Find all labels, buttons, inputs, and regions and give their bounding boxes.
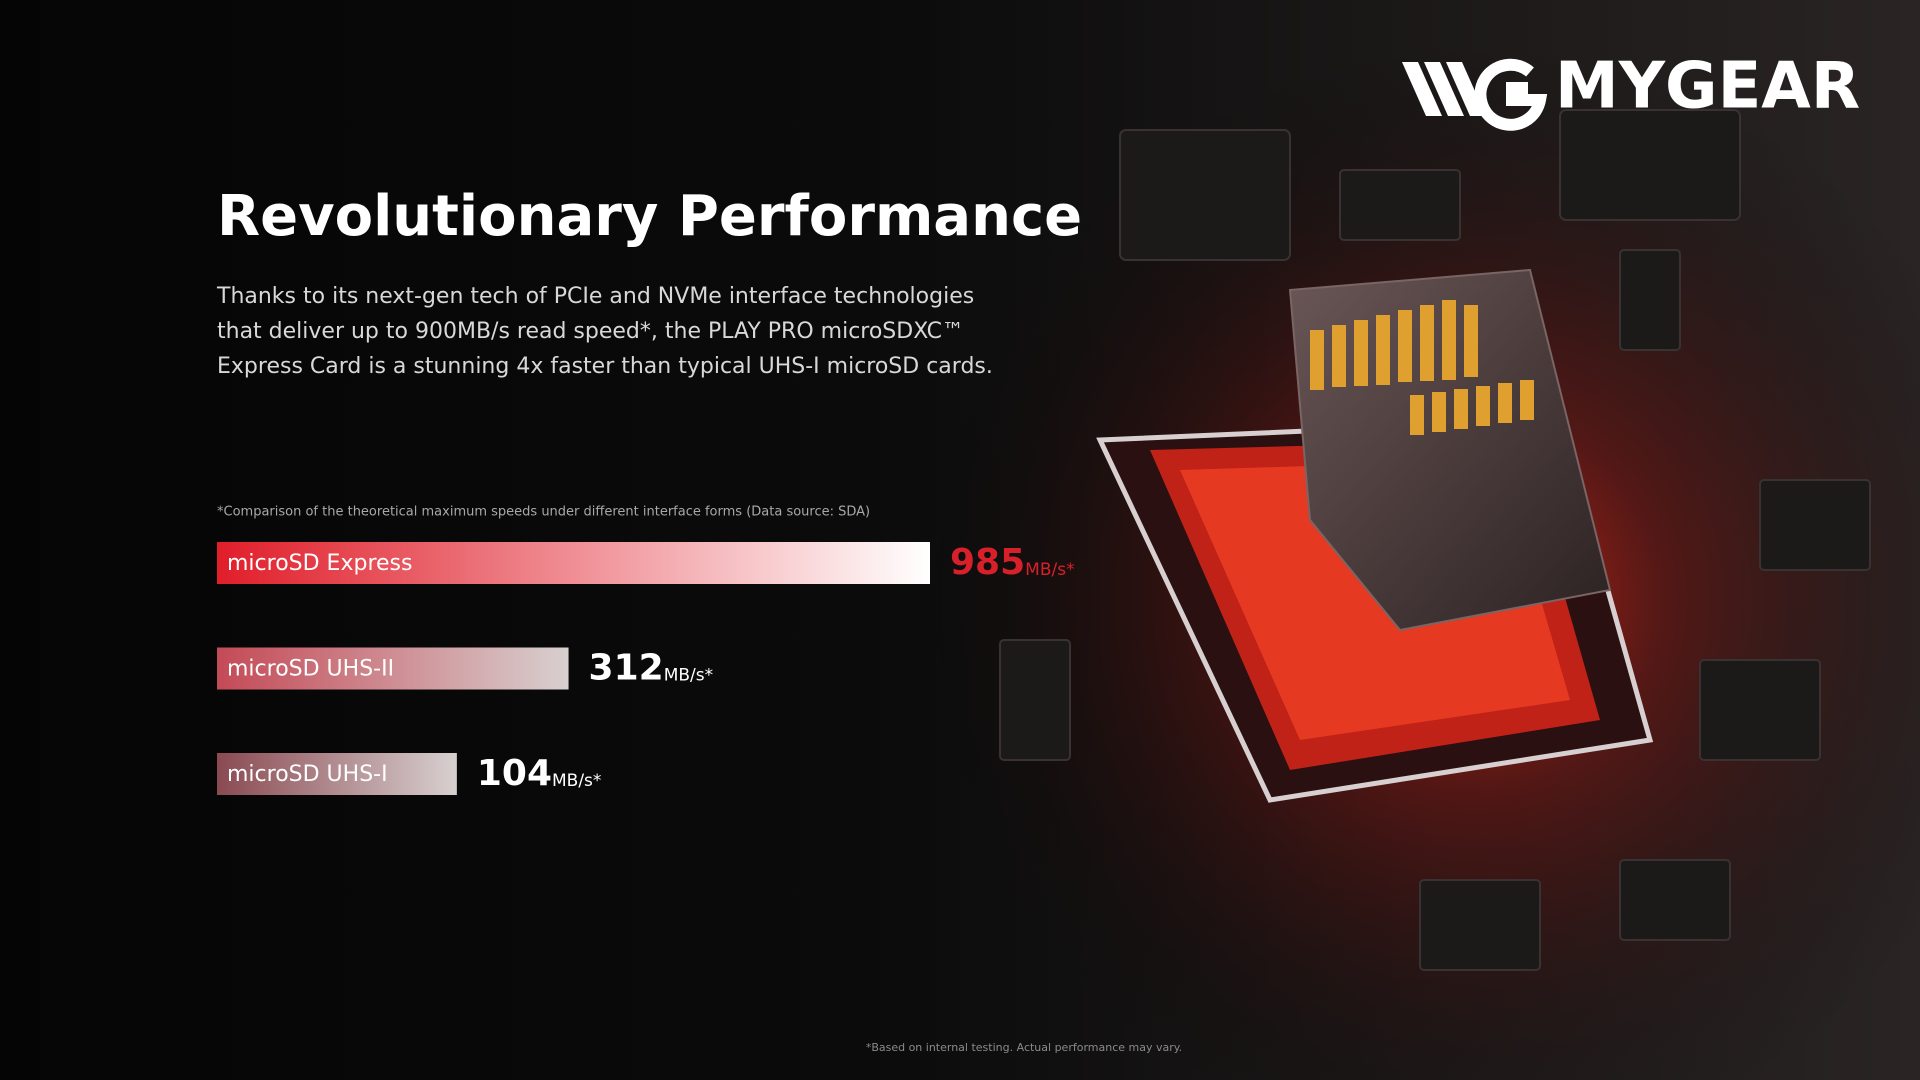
body-line: Thanks to its next-gen tech of PCIe and … bbox=[216, 284, 974, 309]
body-line: that deliver up to 900MB/s read speed*, … bbox=[217, 319, 964, 344]
value-label-group: 104MB/s* bbox=[477, 753, 602, 794]
category-label: microSD UHS-II bbox=[227, 657, 394, 682]
bar bbox=[217, 647, 569, 690]
footnote: *Based on internal testing. Actual perfo… bbox=[866, 1041, 1182, 1054]
bar-chart: microSD Express 985MB/s*microSD UHS-II 312… bbox=[217, 542, 1075, 795]
value-number: 104 bbox=[477, 753, 552, 794]
value-unit: MB/s* bbox=[664, 666, 713, 686]
circuit-decoration bbox=[999, 109, 1871, 971]
bar bbox=[217, 753, 457, 795]
body-line: Express Card is a stunning 4x faster tha… bbox=[217, 354, 993, 379]
logo bbox=[1402, 58, 1548, 131]
chart-note: *Comparison of the theoretical maximum s… bbox=[217, 505, 870, 520]
brand-name: MYGEAR bbox=[1555, 50, 1860, 124]
chip bbox=[1096, 268, 1654, 803]
value-label-group: 985MB/s* bbox=[950, 542, 1075, 583]
value-number: 985 bbox=[950, 542, 1025, 583]
value-label: 104MB/s* bbox=[477, 753, 602, 794]
category-label: microSD UHS-I bbox=[227, 762, 388, 787]
value-label: 985MB/s* bbox=[950, 542, 1075, 583]
heading: Revolutionary Performance bbox=[217, 184, 1082, 249]
category-label: microSD Express bbox=[227, 551, 412, 576]
value-unit: MB/s* bbox=[552, 771, 601, 791]
value-label-group: 312MB/s* bbox=[589, 648, 714, 689]
bar bbox=[217, 542, 930, 584]
value-number: 312 bbox=[589, 648, 664, 689]
value-label: 312MB/s* bbox=[589, 648, 714, 689]
value-unit: MB/s* bbox=[1025, 560, 1074, 580]
